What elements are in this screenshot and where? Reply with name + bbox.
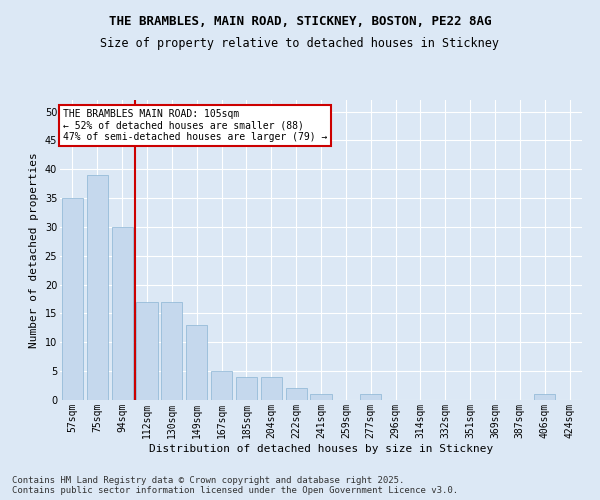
Bar xyxy=(236,377,257,400)
Text: THE BRAMBLES, MAIN ROAD, STICKNEY, BOSTON, PE22 8AG: THE BRAMBLES, MAIN ROAD, STICKNEY, BOSTO… xyxy=(109,15,491,28)
Bar xyxy=(261,377,282,400)
Bar xyxy=(87,175,108,400)
Text: Contains HM Land Registry data © Crown copyright and database right 2025.
Contai: Contains HM Land Registry data © Crown c… xyxy=(12,476,458,495)
Bar xyxy=(161,302,182,400)
Bar xyxy=(286,388,307,400)
Text: THE BRAMBLES MAIN ROAD: 105sqm
← 52% of detached houses are smaller (88)
47% of : THE BRAMBLES MAIN ROAD: 105sqm ← 52% of … xyxy=(62,109,327,142)
Bar xyxy=(211,371,232,400)
Bar xyxy=(534,394,555,400)
Bar xyxy=(186,325,207,400)
X-axis label: Distribution of detached houses by size in Stickney: Distribution of detached houses by size … xyxy=(149,444,493,454)
Y-axis label: Number of detached properties: Number of detached properties xyxy=(29,152,39,348)
Bar xyxy=(112,227,133,400)
Text: Size of property relative to detached houses in Stickney: Size of property relative to detached ho… xyxy=(101,38,499,51)
Bar xyxy=(360,394,381,400)
Bar xyxy=(136,302,158,400)
Bar xyxy=(310,394,332,400)
Bar xyxy=(62,198,83,400)
